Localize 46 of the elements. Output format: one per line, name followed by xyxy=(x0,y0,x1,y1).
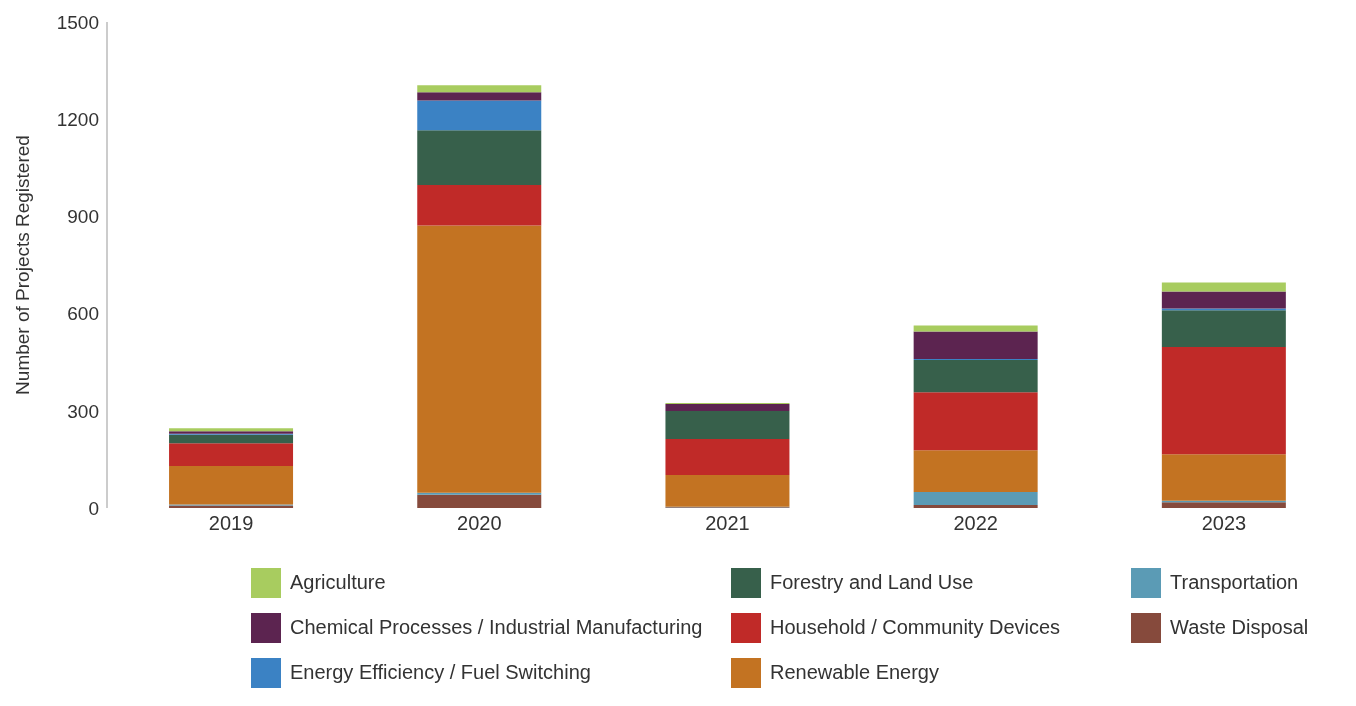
bar xyxy=(417,92,542,101)
bar xyxy=(913,359,1038,393)
bar xyxy=(417,225,542,493)
bar xyxy=(417,184,542,226)
legend-label: Household / Community Devices xyxy=(770,616,1061,639)
bar xyxy=(169,465,294,505)
y-tick-label: 600 xyxy=(67,303,99,325)
y-tick-label: 300 xyxy=(67,400,99,422)
bar xyxy=(665,474,790,507)
x-tick-label: 2021 xyxy=(705,512,750,535)
legend-label: Transportation xyxy=(1170,571,1299,594)
legend-label: Renewable Energy xyxy=(770,661,939,684)
bar xyxy=(665,404,790,412)
bar xyxy=(1161,346,1286,455)
bar xyxy=(665,438,790,475)
bar xyxy=(665,411,790,439)
bar xyxy=(1161,454,1286,501)
bar xyxy=(417,100,542,131)
bar xyxy=(913,505,1038,508)
legend-label: Waste Disposal xyxy=(1170,616,1309,639)
legend-label: Chemical Processes / Industrial Manufacturing xyxy=(290,616,703,639)
x-tick-label: 2019 xyxy=(208,512,254,535)
x-tick-label: 2022 xyxy=(953,512,998,535)
y-tick-label: 1200 xyxy=(56,108,99,130)
legend-label: Forestry and Land Use xyxy=(770,571,974,594)
bar xyxy=(169,443,294,466)
y-tick-label: 1500 xyxy=(56,11,99,33)
y-tick-label: 900 xyxy=(67,206,99,228)
y-tick-label: 0 xyxy=(88,497,99,519)
bar xyxy=(913,450,1038,493)
bar xyxy=(417,130,542,185)
legend-label: Agriculture xyxy=(290,571,386,594)
x-tick-label: 2020 xyxy=(457,512,502,535)
bar xyxy=(1161,282,1286,292)
bar xyxy=(417,85,542,93)
bar xyxy=(1161,502,1286,508)
bar xyxy=(169,434,294,444)
bar xyxy=(417,494,542,508)
bar xyxy=(913,331,1038,359)
legend-label: Energy Efficiency / Fuel Switching xyxy=(290,661,591,684)
y-axis-title: Number of Projects Registered xyxy=(11,135,33,395)
x-tick-label: 2023 xyxy=(1201,512,1247,535)
bar xyxy=(913,392,1038,451)
bar xyxy=(913,492,1038,506)
bar xyxy=(1161,291,1286,309)
bar xyxy=(1161,310,1286,347)
